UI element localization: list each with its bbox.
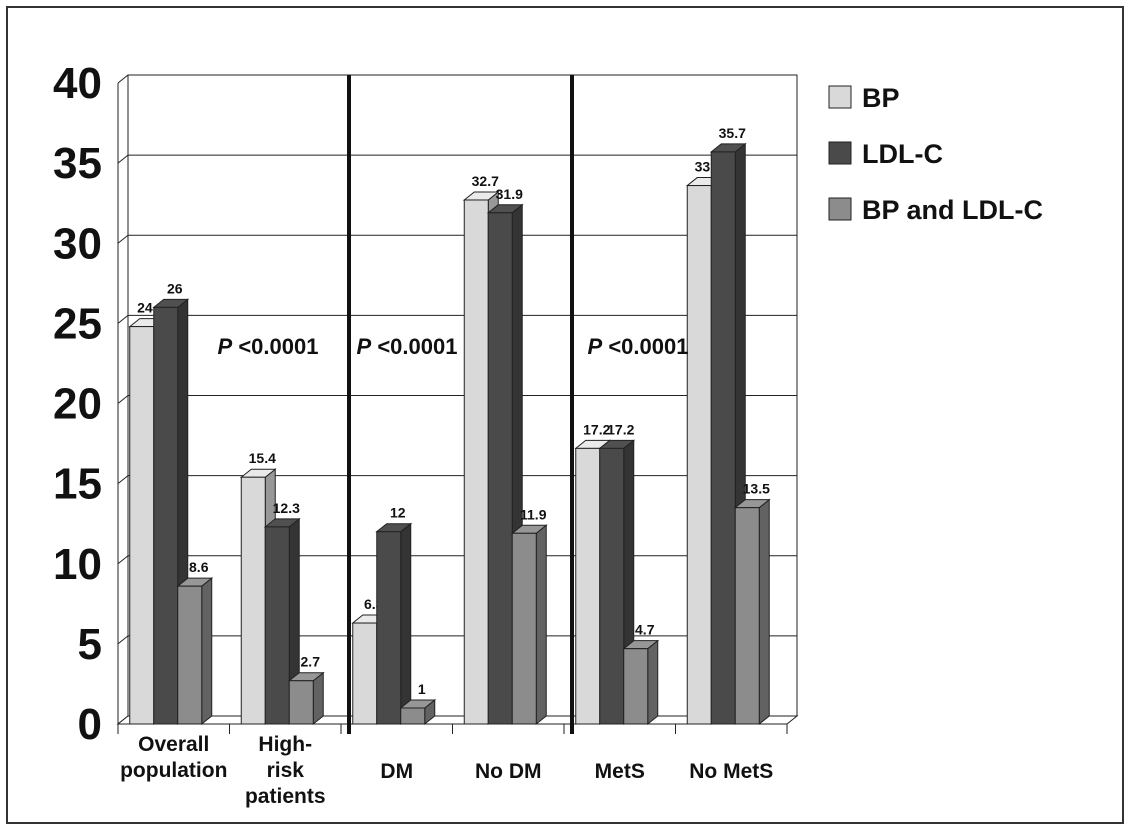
y-tick-label: 25: [53, 299, 102, 348]
legend-label: BP and LDL-C: [862, 195, 1043, 225]
bar-bp-and-ldl-c: [511, 532, 537, 725]
x-category-label: patients: [245, 785, 326, 808]
x-category-label: MetS: [595, 760, 645, 783]
data-label: 2.7: [301, 654, 321, 670]
legend-label: LDL-C: [862, 139, 943, 169]
bar-side: [535, 524, 547, 726]
data-label: 11.9: [520, 506, 547, 522]
bar-side: [647, 639, 659, 726]
bar-side: [400, 522, 412, 726]
x-category-label: risk: [267, 759, 305, 782]
data-label: 1: [418, 681, 426, 697]
x-category-label: population: [120, 759, 227, 782]
y-tick-label: 5: [78, 620, 102, 669]
gridline-depth: [117, 395, 129, 404]
gridline-depth: [117, 475, 129, 485]
y-tick-label: 30: [53, 219, 102, 268]
data-label: 12.3: [273, 500, 300, 516]
y-tick-label: 0: [78, 700, 102, 749]
bar-ldl-c: [264, 526, 290, 725]
legend-swatch: [828, 85, 852, 109]
data-label: 35.7: [719, 125, 746, 141]
y-tick-label: 20: [53, 380, 102, 429]
bar-bp: [352, 622, 378, 725]
bar-bp-and-ldl-c: [734, 507, 760, 725]
x-category-label: Overall: [138, 733, 209, 756]
x-category-label: High-: [258, 733, 312, 756]
data-label: 17.2: [583, 421, 610, 437]
bar-bp: [463, 199, 489, 725]
data-label: 17.2: [607, 421, 634, 437]
legend-label: BP: [862, 83, 900, 113]
bar-side: [201, 577, 213, 726]
bar-ldl-c: [599, 447, 625, 725]
data-label: 15.4: [249, 450, 276, 466]
gridline-depth: [117, 74, 129, 84]
bar-bp: [129, 326, 155, 725]
data-label: 31.9: [496, 186, 523, 202]
data-label: 32.7: [472, 173, 499, 189]
y-tick-label: 10: [53, 540, 102, 589]
bar-bp-and-ldl-c: [623, 648, 649, 725]
data-label: 13.5: [743, 481, 770, 497]
bar-bp-and-ldl-c: [288, 680, 314, 725]
x-category-label: DM: [380, 760, 413, 783]
bar-ldl-c: [487, 212, 513, 725]
gridline-depth: [117, 154, 129, 164]
bar-bp: [686, 185, 712, 725]
bar-side: [312, 671, 324, 726]
x-category-label: No MetS: [689, 760, 773, 783]
gridline-depth: [117, 635, 129, 645]
p-value-annotation: P <0.0001: [588, 334, 689, 359]
gridline-depth: [117, 555, 129, 565]
data-label: 12: [390, 505, 406, 521]
bar-bp-and-ldl-c: [400, 707, 426, 725]
y-tick-label: 35: [53, 139, 102, 188]
bar-bp-and-ldl-c: [177, 585, 203, 725]
y-tick-label: 40: [53, 59, 102, 108]
gridline-depth: [117, 314, 129, 324]
bar-ldl-c: [376, 531, 402, 725]
bar-ldl-c: [153, 306, 179, 725]
bar-bp: [575, 447, 601, 725]
x-category-label: No DM: [475, 760, 542, 783]
bar-side: [758, 498, 770, 726]
bar-ldl-c: [710, 151, 736, 725]
data-label: 26: [167, 280, 183, 296]
y-tick-label: 15: [53, 460, 102, 509]
data-label: 4.7: [635, 622, 655, 638]
legend-swatch: [828, 197, 852, 221]
p-value-annotation: P <0.0001: [357, 334, 458, 359]
bar-bp: [240, 476, 266, 725]
gridline-depth: [117, 234, 129, 244]
data-label: 8.6: [189, 559, 209, 575]
p-value-annotation: P <0.0001: [218, 334, 319, 359]
legend-swatch: [828, 141, 852, 165]
